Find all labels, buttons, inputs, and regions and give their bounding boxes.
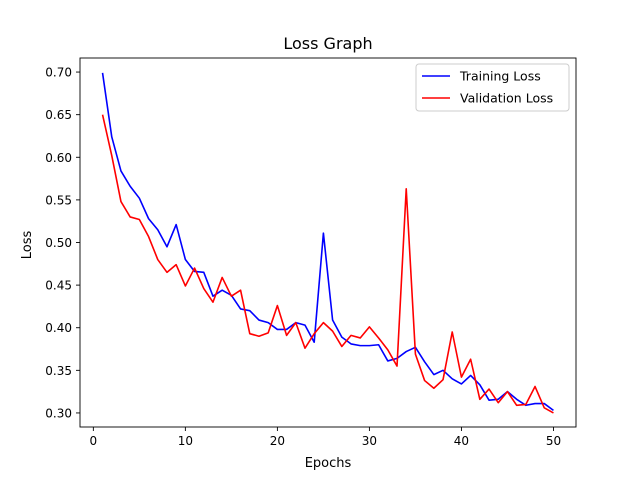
y-axis-label: Loss bbox=[20, 231, 35, 260]
y-tick-label: 0.55 bbox=[45, 193, 72, 207]
y-tick-label: 0.65 bbox=[45, 108, 72, 122]
x-tick-label: 10 bbox=[178, 434, 193, 448]
legend-label-1: Validation Loss bbox=[460, 91, 553, 106]
x-tick-label: 20 bbox=[270, 434, 285, 448]
y-tick-label: 0.60 bbox=[45, 151, 72, 165]
y-tick-label: 0.45 bbox=[45, 279, 72, 293]
x-tick-label: 0 bbox=[90, 434, 98, 448]
y-tick-label: 0.30 bbox=[45, 406, 72, 420]
legend-box bbox=[415, 63, 570, 112]
x-tick-label: 40 bbox=[454, 434, 469, 448]
x-axis-label: Epochs bbox=[305, 456, 352, 471]
x-tick-label: 30 bbox=[362, 434, 377, 448]
y-tick-label: 0.70 bbox=[45, 66, 72, 80]
x-tick-label: 50 bbox=[546, 434, 561, 448]
legend-label-0: Training Loss bbox=[459, 69, 541, 84]
series-line-0 bbox=[101, 72, 554, 412]
y-tick-label: 0.50 bbox=[45, 236, 72, 250]
legend: Training Loss Validation Loss bbox=[415, 63, 570, 112]
y-tick-label: 0.35 bbox=[45, 364, 72, 378]
series-line-1 bbox=[101, 114, 554, 414]
y-tick-label: 0.40 bbox=[45, 321, 72, 335]
chart-title: Loss Graph bbox=[283, 34, 372, 53]
plot-area: 0 10 20 30 40 50 0.30 0.35 0.40 0.45 0.50 0.55 0.60 0… bbox=[45, 57, 577, 448]
